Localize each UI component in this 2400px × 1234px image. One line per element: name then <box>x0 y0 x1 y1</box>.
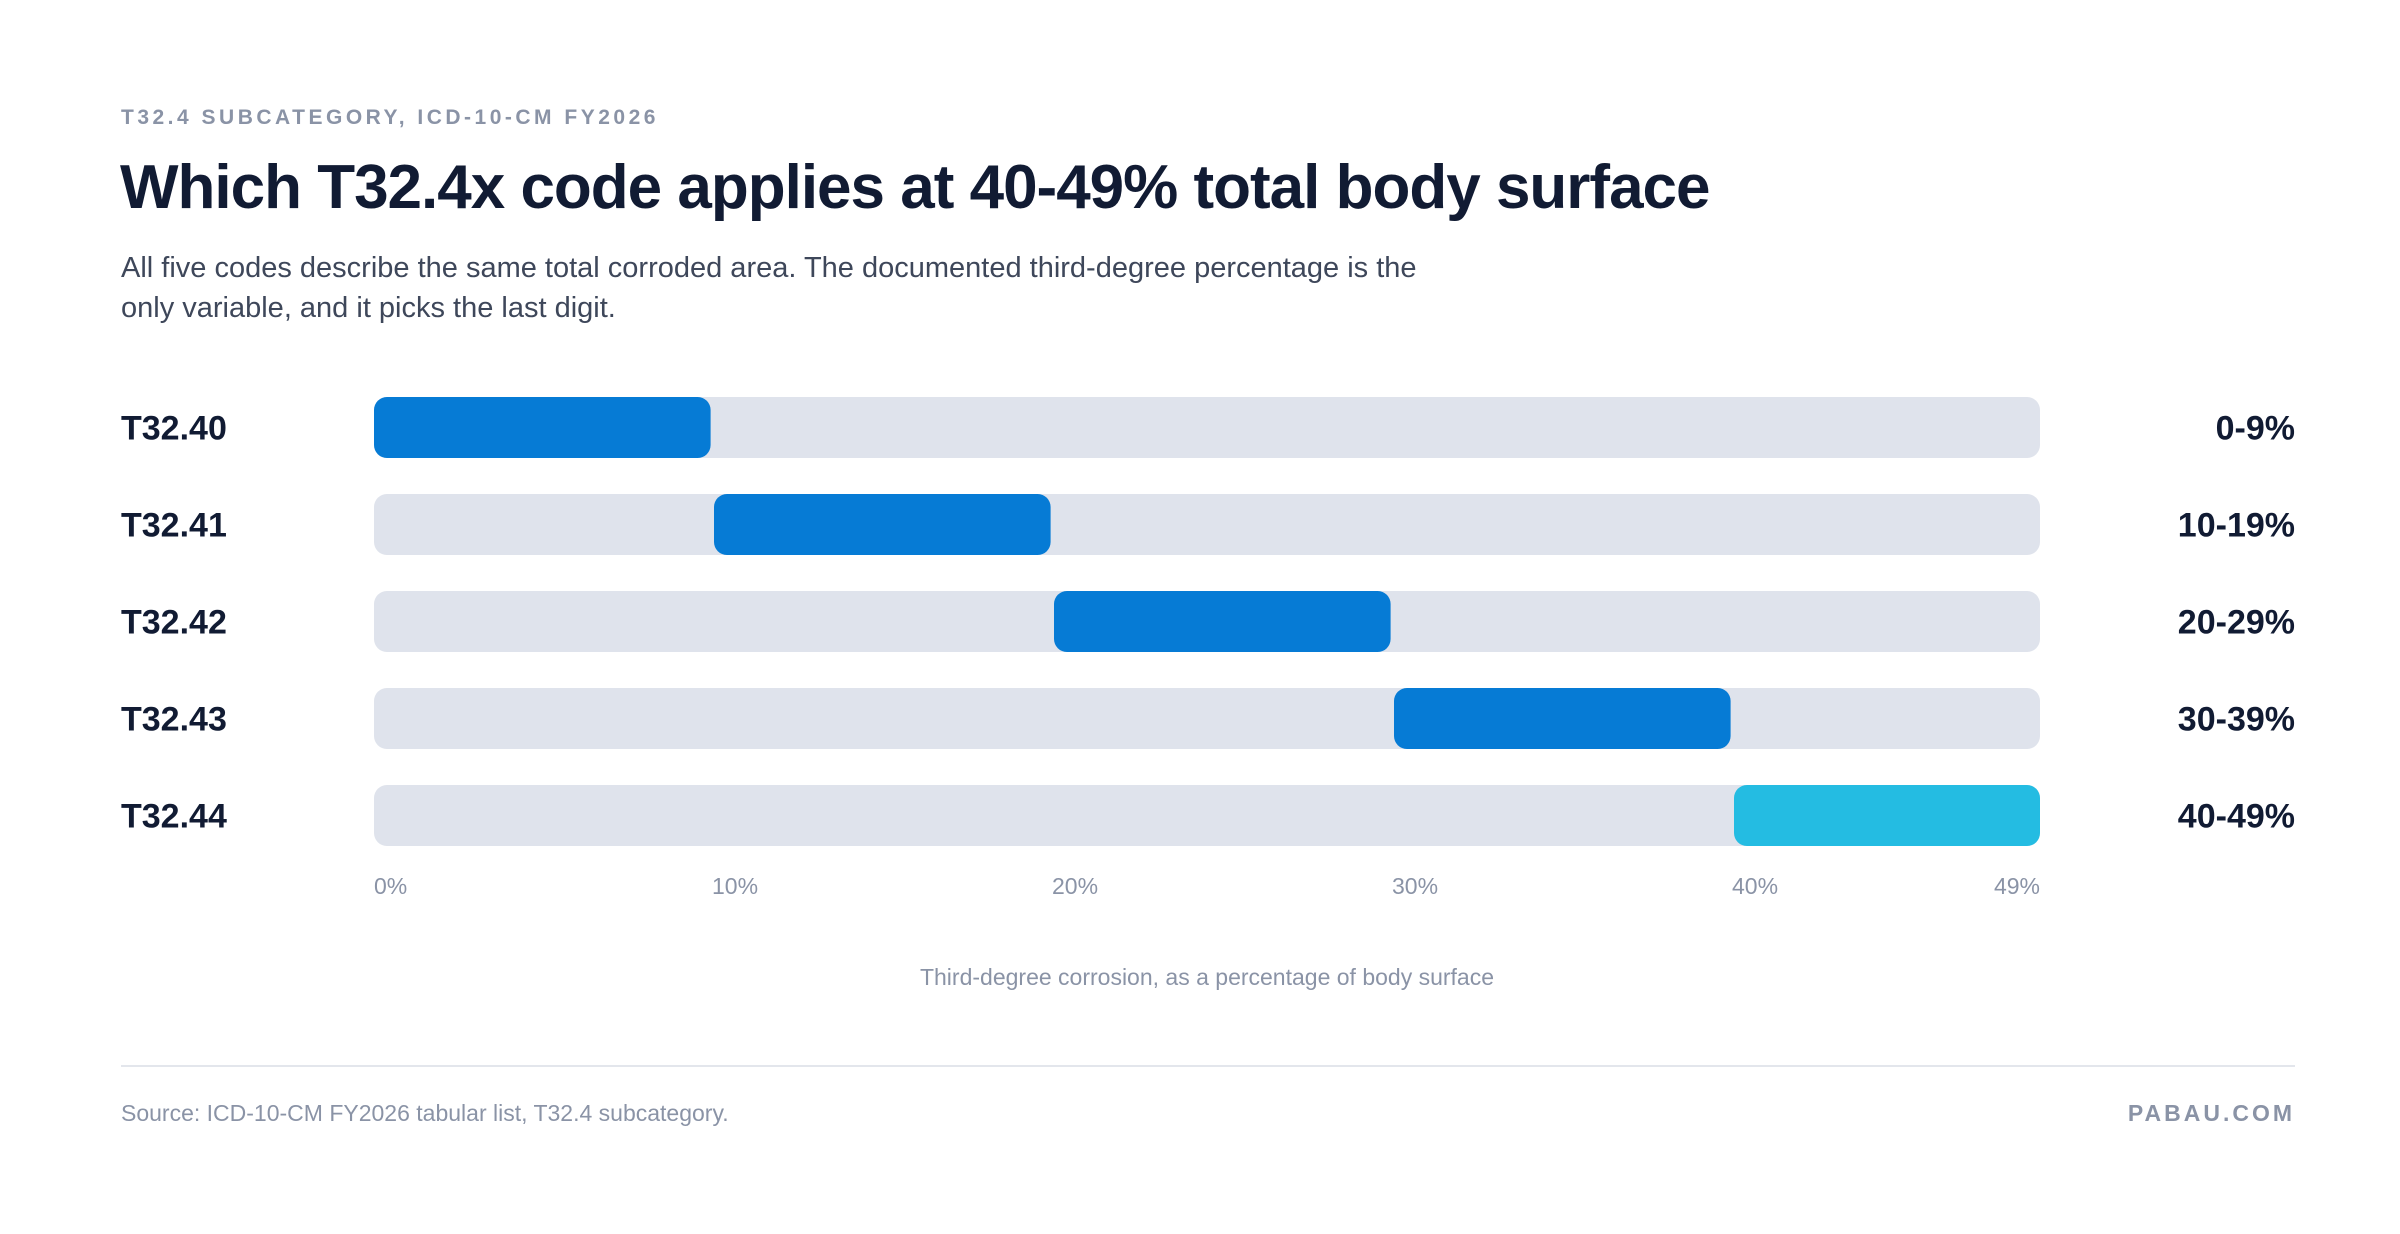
x-tick-20: 20% <box>1052 873 1098 899</box>
range-label-t32-41: 10-19% <box>2178 507 2295 545</box>
range-label-t32-42: 20-29% <box>2178 604 2295 642</box>
range-label-t32-40: 0-9% <box>2216 410 2295 448</box>
category-label-t32-40: T32.40 <box>121 410 227 448</box>
category-label-t32-41: T32.41 <box>121 507 227 545</box>
x-tick-30: 30% <box>1392 873 1438 899</box>
category-label-t32-43: T32.43 <box>121 701 227 739</box>
x-tick-40: 40% <box>1732 873 1778 899</box>
category-label-t32-44: T32.44 <box>121 798 227 836</box>
range-bar-t32-43 <box>1394 688 1731 749</box>
range-bar-chart: T32.40 0-9% T32.41 10-19% T32.42 20-29% T32.43… <box>121 397 2295 899</box>
brand-mark: PABAU.COM <box>2127 1100 2295 1126</box>
chart-subtitle: All five codes describe the same total c… <box>121 252 1417 324</box>
track-t32-43 <box>374 688 2040 749</box>
footer-divider <box>121 1065 2295 1067</box>
chart-title: Which T32.4x code applies at 40-49% tota… <box>120 153 1711 222</box>
range-label-t32-44: 40-49% <box>2178 798 2295 836</box>
x-tick-10: 10% <box>712 873 758 899</box>
source-note: Source: ICD-10-CM FY2026 tabular list, T… <box>121 1100 729 1126</box>
range-bar-t32-44 <box>1734 785 2040 846</box>
track-t32-41 <box>374 494 2040 555</box>
range-bar-t32-40 <box>374 397 711 458</box>
chart-eyebrow: T32.4 SUBCATEGORY, ICD-10-CM FY2026 <box>121 106 659 129</box>
range-label-t32-43: 30-39% <box>2178 701 2295 739</box>
track-t32-40 <box>374 397 2040 458</box>
x-tick-0: 0% <box>374 873 407 899</box>
track-t32-44 <box>374 785 2040 846</box>
range-bar-t32-42 <box>1054 591 1391 652</box>
range-bar-t32-41 <box>714 494 1051 555</box>
x-axis-label: Third-degree corrosion, as a percentage … <box>919 964 1495 990</box>
category-label-t32-42: T32.42 <box>121 604 227 642</box>
x-tick-49: 49% <box>1994 873 2040 899</box>
